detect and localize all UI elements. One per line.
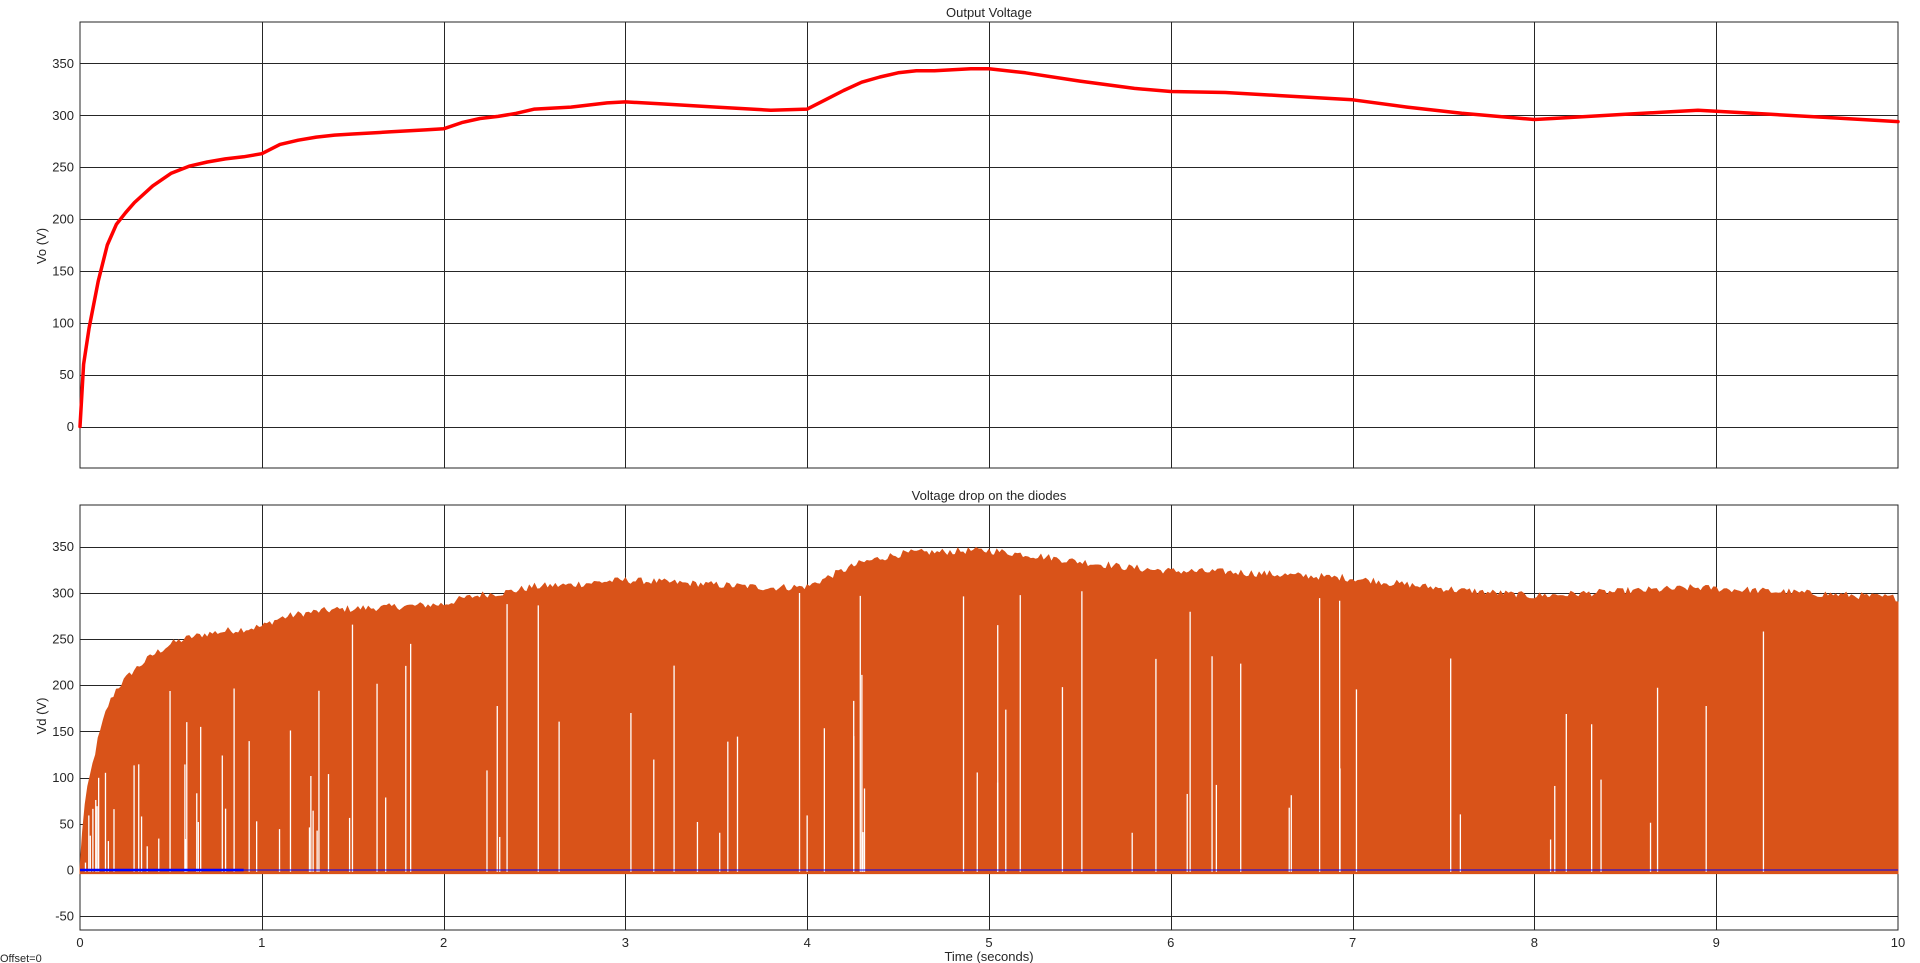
y-tick-label: 250 <box>52 160 74 175</box>
output-voltage-y-label: Vo (V) <box>34 228 49 264</box>
output-voltage-ticks: 0 50 100 150 200 250 300 350 <box>52 56 74 434</box>
y-tick-label: 300 <box>52 585 74 600</box>
x-axis-label: Time (seconds) <box>944 949 1033 963</box>
y-tick-label: 200 <box>52 678 74 693</box>
output-voltage-plot-area <box>79 21 1899 469</box>
x-tick-label: 6 <box>1167 935 1174 950</box>
y-tick-label: 250 <box>52 631 74 646</box>
x-tick-label: 9 <box>1713 935 1720 950</box>
x-tick-label: 4 <box>804 935 811 950</box>
x-tick-label: 10 <box>1891 935 1905 950</box>
x-tick-label: 8 <box>1531 935 1538 950</box>
y-tick-label: 350 <box>52 539 74 554</box>
y-tick-label: 300 <box>52 108 74 123</box>
x-tick-label: 5 <box>985 935 992 950</box>
output-voltage-grid <box>80 22 1898 468</box>
output-voltage-title: Output Voltage <box>946 5 1032 20</box>
x-tick-label: 1 <box>258 935 265 950</box>
output-voltage-series <box>78 66 1900 429</box>
x-tick-label: 7 <box>1349 935 1356 950</box>
diode-voltage-panel: Voltage drop on the diodes 0 1 2 3 4 5 6 7 8 9 10 -… <box>34 488 1905 963</box>
diode-voltage-area <box>79 546 1899 875</box>
y-tick-label: 150 <box>52 724 74 739</box>
diode-voltage-series <box>79 546 1899 875</box>
output-voltage-line <box>78 66 1900 429</box>
y-tick-label: -50 <box>55 909 74 924</box>
y-tick-label: 50 <box>60 816 74 831</box>
output-voltage-panel: Output Voltage 0 50 100 150 200 250 300 350 Vo … <box>34 5 1900 469</box>
y-tick-label: 150 <box>52 263 74 278</box>
diode-voltage-y-label: Vd (V) <box>34 698 49 735</box>
x-tick-label: 2 <box>440 935 447 950</box>
y-tick-label: 100 <box>52 315 74 330</box>
y-tick-label: 200 <box>52 212 74 227</box>
y-tick-label: 0 <box>67 862 74 877</box>
diode-voltage-title: Voltage drop on the diodes <box>912 488 1067 503</box>
y-tick-label: 50 <box>60 367 74 382</box>
offset-label: Offset=0 <box>0 953 42 963</box>
x-tick-label: 3 <box>622 935 629 950</box>
y-tick-label: 100 <box>52 770 74 785</box>
y-tick-label: 0 <box>67 419 74 434</box>
x-tick-label: 0 <box>76 935 83 950</box>
y-tick-label: 350 <box>52 56 74 71</box>
